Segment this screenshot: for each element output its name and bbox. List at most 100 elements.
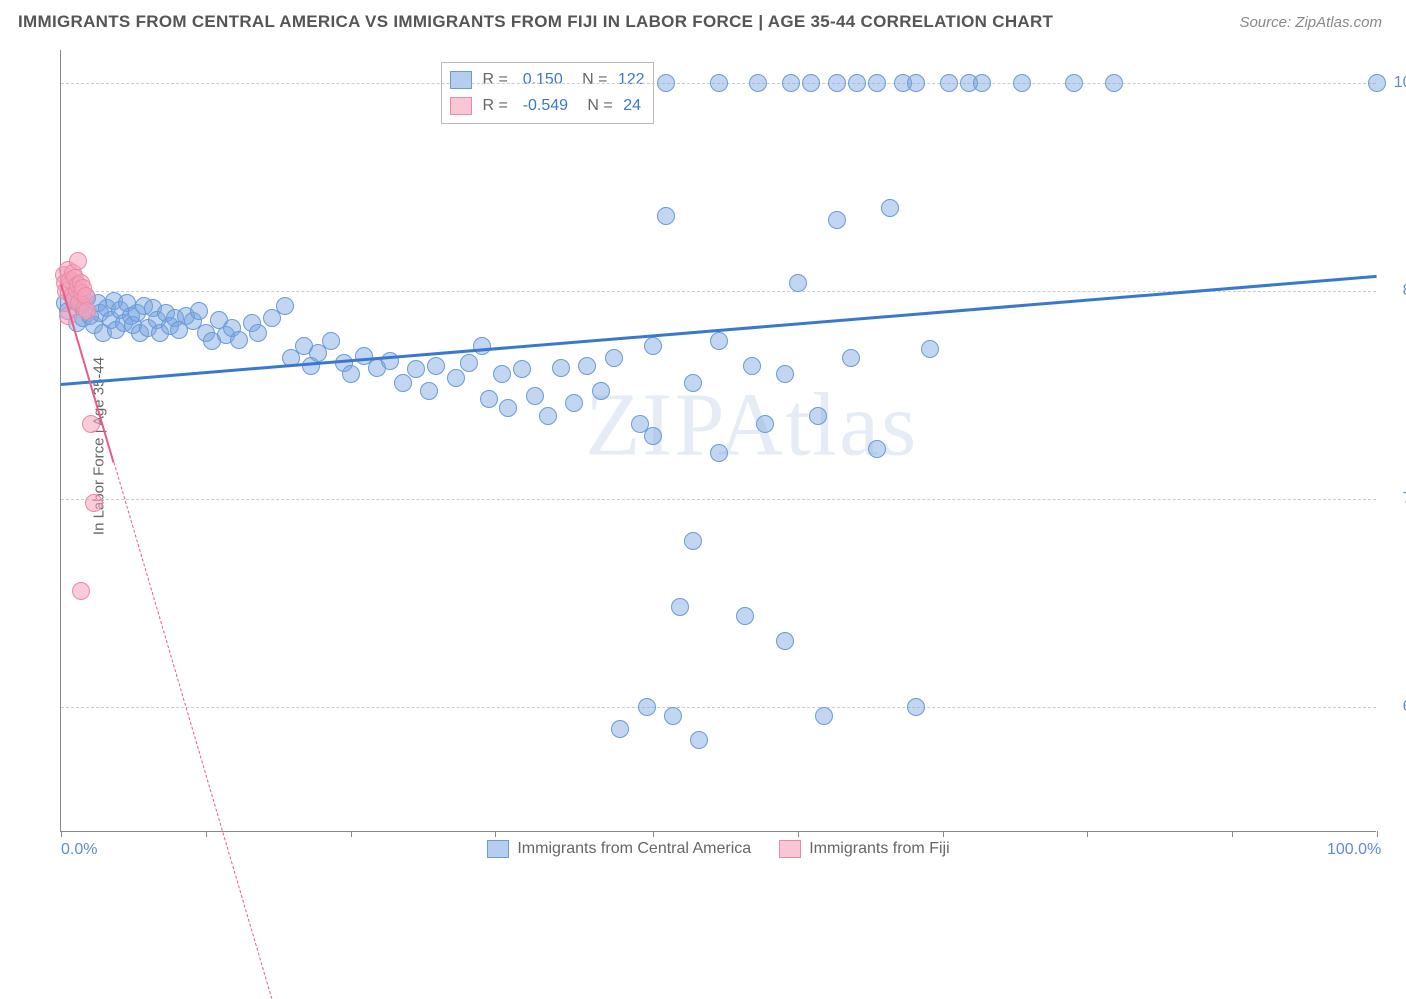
x-tick-label: 0.0% xyxy=(61,841,97,859)
scatter-point-blue xyxy=(480,390,498,408)
scatter-point-blue xyxy=(868,74,886,92)
scatter-point-blue xyxy=(782,74,800,92)
legend-item: Immigrants from Fiji xyxy=(779,840,949,858)
scatter-point-blue xyxy=(276,297,294,315)
y-tick-label: 62.5% xyxy=(1403,698,1406,716)
scatter-point-blue xyxy=(499,399,517,417)
scatter-point-blue xyxy=(921,340,939,358)
x-tick-mark xyxy=(798,831,799,837)
scatter-point-blue xyxy=(447,369,465,387)
y-tick-label: 75.0% xyxy=(1403,490,1406,508)
scatter-point-blue xyxy=(539,407,557,425)
scatter-point-blue xyxy=(552,359,570,377)
legend-swatch xyxy=(779,840,801,858)
scatter-point-blue xyxy=(881,199,899,217)
legend-item: Immigrants from Central America xyxy=(487,840,751,858)
x-tick-label: 100.0% xyxy=(1327,841,1381,859)
legend-swatch xyxy=(450,71,472,89)
scatter-point-blue xyxy=(1368,74,1386,92)
scatter-point-blue xyxy=(848,74,866,92)
legend-r-value: -0.549 xyxy=(523,93,568,119)
scatter-point-blue xyxy=(513,360,531,378)
trend-line xyxy=(113,462,272,999)
scatter-point-blue xyxy=(592,382,610,400)
scatter-point-blue xyxy=(940,74,958,92)
scatter-point-blue xyxy=(644,427,662,445)
legend-row: R = 0.150 N = 122 xyxy=(450,67,645,93)
scatter-point-blue xyxy=(710,444,728,462)
scatter-point-blue xyxy=(657,74,675,92)
legend-n-value: 24 xyxy=(623,93,641,119)
scatter-point-blue xyxy=(802,74,820,92)
scatter-point-blue xyxy=(1105,74,1123,92)
scatter-point-blue xyxy=(664,707,682,725)
legend-n-value: 122 xyxy=(618,67,645,93)
scatter-point-blue xyxy=(578,357,596,375)
scatter-point-blue xyxy=(644,337,662,355)
scatter-point-blue xyxy=(493,365,511,383)
scatter-point-blue xyxy=(684,374,702,392)
scatter-point-pink xyxy=(72,582,90,600)
scatter-point-pink xyxy=(82,415,100,433)
correlation-legend: R = 0.150 N = 122 R = -0.549 N = 24 xyxy=(441,62,654,124)
scatter-point-blue xyxy=(657,207,675,225)
scatter-point-blue xyxy=(710,74,728,92)
scatter-point-blue xyxy=(776,632,794,650)
scatter-point-blue xyxy=(973,74,991,92)
scatter-point-blue xyxy=(394,374,412,392)
scatter-point-blue xyxy=(907,74,925,92)
scatter-point-blue xyxy=(605,349,623,367)
legend-text: N = xyxy=(569,67,612,93)
scatter-point-blue xyxy=(342,365,360,383)
scatter-point-pink xyxy=(85,494,103,512)
legend-swatch xyxy=(487,840,509,858)
scatter-point-blue xyxy=(427,357,445,375)
scatter-point-blue xyxy=(809,407,827,425)
scatter-point-blue xyxy=(407,360,425,378)
scatter-point-blue xyxy=(828,211,846,229)
scatter-point-blue xyxy=(190,302,208,320)
scatter-point-blue xyxy=(828,74,846,92)
y-tick-label: 100.0% xyxy=(1394,74,1406,92)
gridline-h xyxy=(61,707,1376,708)
series-legend: Immigrants from Central America Immigrant… xyxy=(61,840,1376,863)
scatter-point-blue xyxy=(743,357,761,375)
scatter-point-blue xyxy=(671,598,689,616)
scatter-point-blue xyxy=(322,332,340,350)
legend-r-value: 0.150 xyxy=(523,67,563,93)
scatter-point-blue xyxy=(690,731,708,749)
plot-area: ZIPAtlas R = 0.150 N = 122 R = -0.549 N … xyxy=(60,50,1376,832)
scatter-point-blue xyxy=(842,349,860,367)
legend-text: R = xyxy=(478,67,517,93)
scatter-point-blue xyxy=(611,720,629,738)
scatter-point-blue xyxy=(710,332,728,350)
legend-label: Immigrants from Fiji xyxy=(809,840,949,858)
scatter-point-blue xyxy=(684,532,702,550)
scatter-point-blue xyxy=(473,337,491,355)
legend-text: R = xyxy=(478,93,517,119)
y-tick-label: 87.5% xyxy=(1403,282,1406,300)
scatter-point-blue xyxy=(565,394,583,412)
x-tick-mark xyxy=(943,831,944,837)
x-tick-mark xyxy=(206,831,207,837)
x-tick-mark xyxy=(653,831,654,837)
scatter-point-blue xyxy=(1065,74,1083,92)
scatter-point-blue xyxy=(789,274,807,292)
scatter-point-blue xyxy=(907,698,925,716)
gridline-h xyxy=(61,499,1376,500)
scatter-point-pink xyxy=(78,302,96,320)
scatter-point-blue xyxy=(420,382,438,400)
scatter-point-blue xyxy=(868,440,886,458)
source-attribution: Source: ZipAtlas.com xyxy=(1239,14,1382,31)
x-tick-mark xyxy=(1377,831,1378,837)
scatter-point-blue xyxy=(756,415,774,433)
scatter-point-blue xyxy=(460,354,478,372)
scatter-point-blue xyxy=(776,365,794,383)
scatter-point-blue xyxy=(249,324,267,342)
legend-row: R = -0.549 N = 24 xyxy=(450,93,645,119)
scatter-point-blue xyxy=(1013,74,1031,92)
x-tick-mark xyxy=(495,831,496,837)
scatter-point-blue xyxy=(815,707,833,725)
x-tick-mark xyxy=(351,831,352,837)
scatter-point-blue xyxy=(749,74,767,92)
